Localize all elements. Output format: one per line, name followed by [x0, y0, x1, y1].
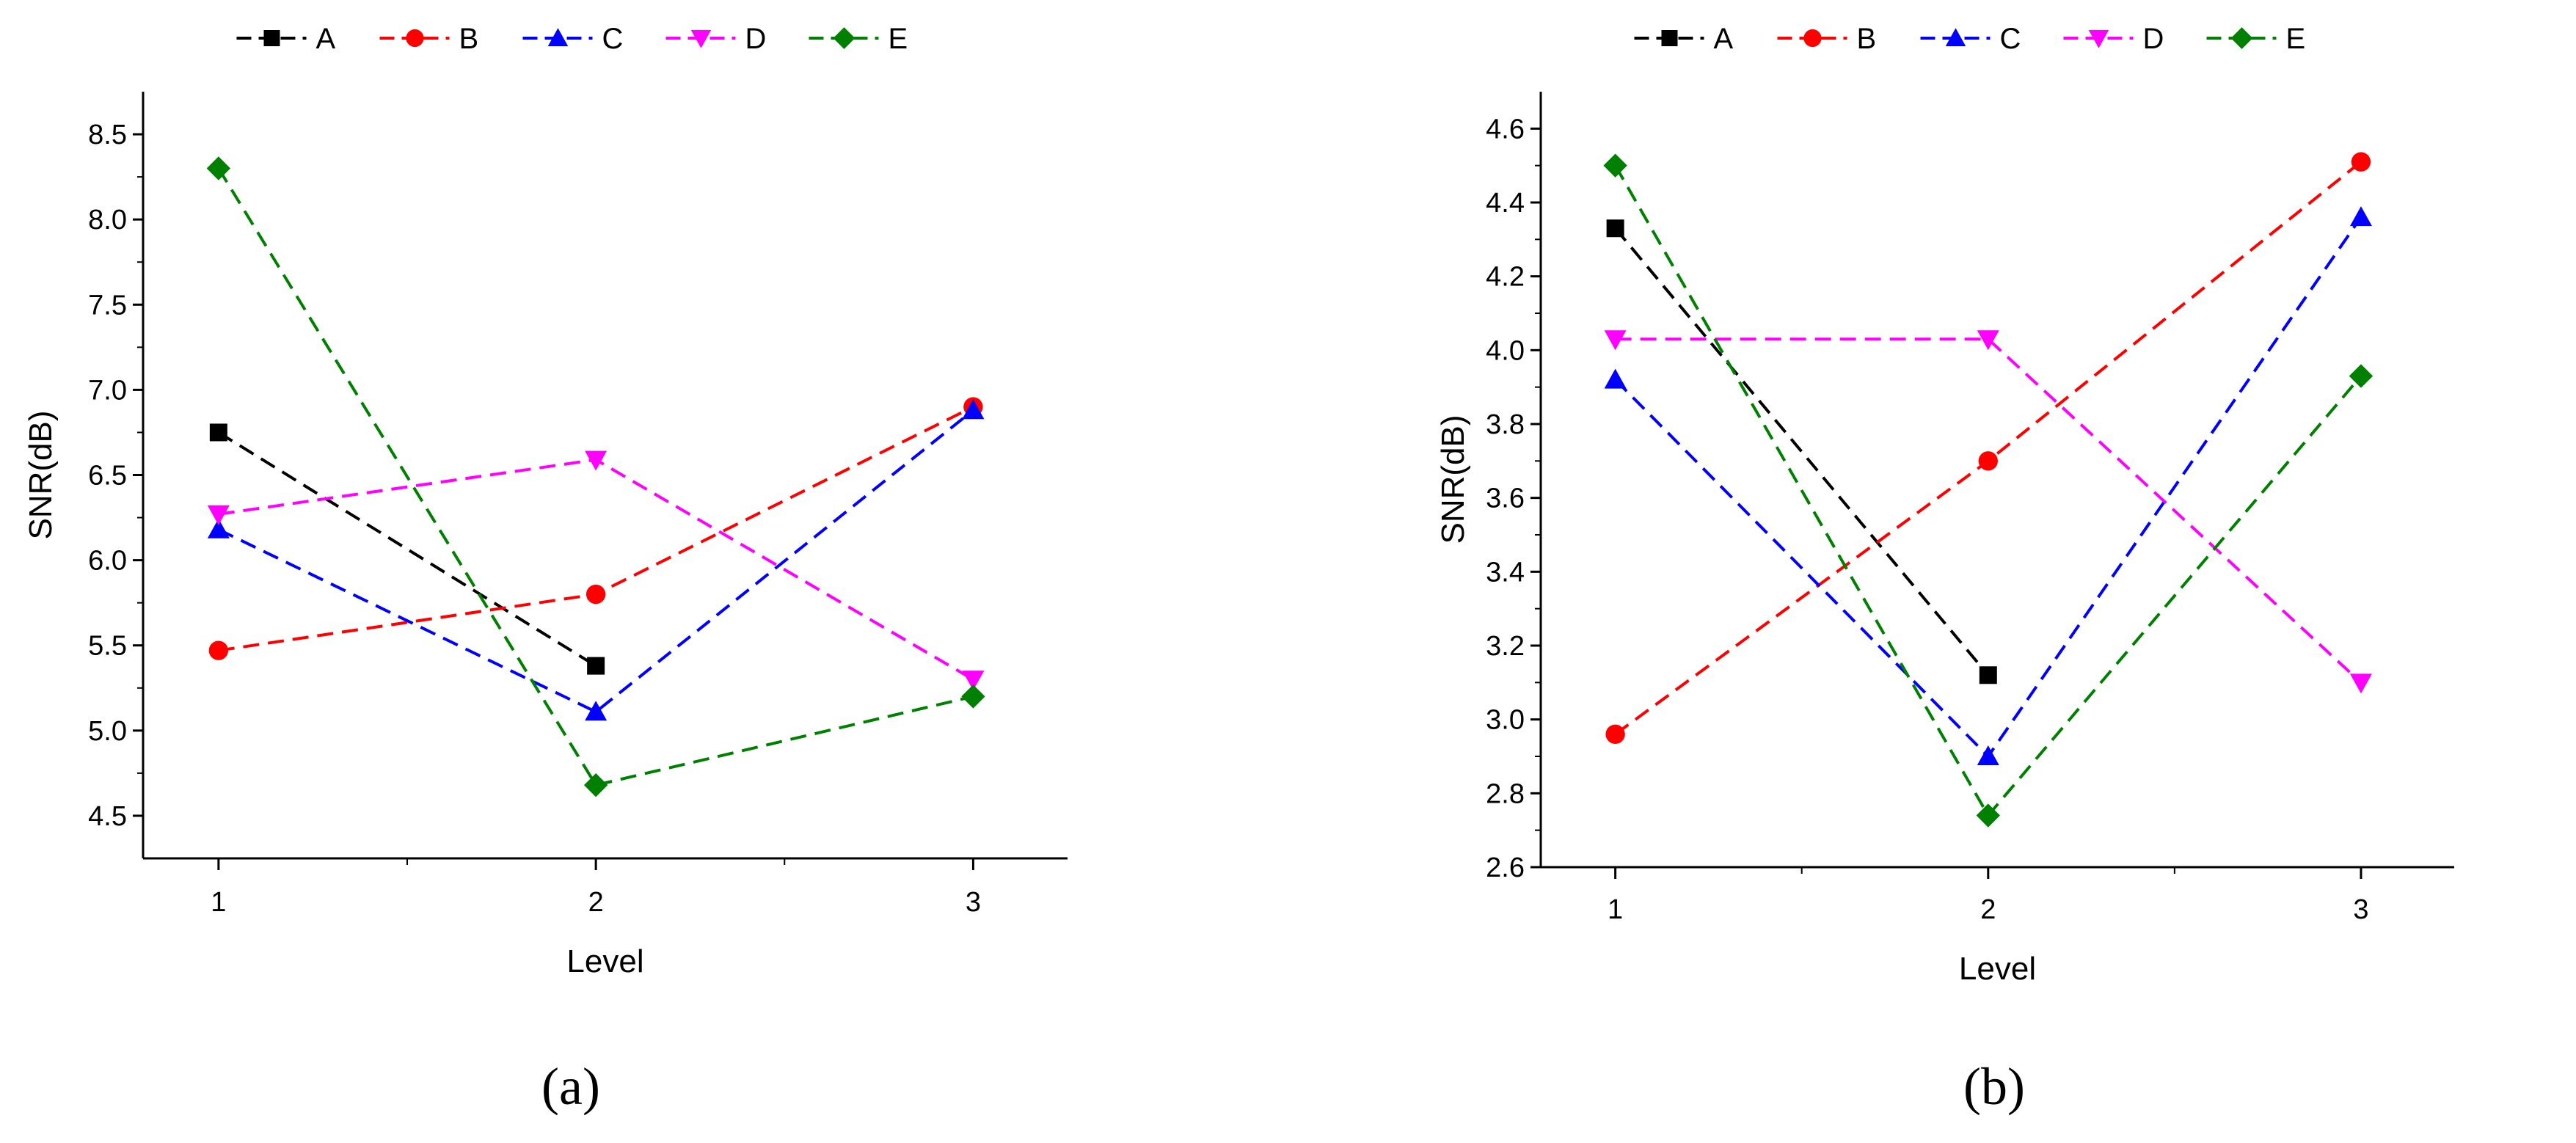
series-c-point [2349, 206, 2372, 227]
series-b-point [208, 640, 229, 660]
series-b-point [585, 584, 606, 605]
series-e-line [217, 167, 974, 787]
y-tick-label: 6.5 [88, 461, 127, 492]
series-d-point [207, 505, 230, 525]
legend-a-marker [1661, 30, 1678, 46]
y-tick-label: 7.0 [88, 375, 127, 406]
x-axis-label: Level [1959, 951, 2036, 987]
panel-b: 2.6 2.8 3.0 3.2 3.4 3.6 3.8 4.0 4.2 4.4 4.6 1 2 3 Leve… [1435, 23, 2454, 987]
series-a-line [1614, 227, 1990, 676]
legend-e-label: E [889, 23, 908, 55]
legend-c-label: C [2000, 23, 2021, 55]
x-tick-label: 2 [1980, 894, 1996, 925]
legend-d-label: D [745, 23, 767, 55]
x-tick-label: 3 [966, 887, 981, 918]
legend-b-label: B [459, 23, 479, 55]
legend-a-label: A [316, 23, 336, 55]
series-b-line [1614, 161, 2362, 736]
legend-e-marker [833, 27, 855, 49]
panel-a: 4.5 5.0 5.5 6.0 6.5 7.0 7.5 8.0 8.5 1 2 3 Level SNR(d… [23, 23, 1068, 979]
legend-b-label: B [1857, 23, 1877, 55]
legend-b-marker [406, 29, 424, 48]
legend-e-marker [2230, 27, 2253, 49]
legend-a-label: A [1714, 23, 1734, 55]
series-b-point [1978, 451, 1998, 471]
x-axis-label: Level [566, 943, 643, 979]
legend-b-marker [1803, 29, 1822, 48]
series-d-point [1977, 330, 1999, 351]
series-b-point [1605, 724, 1625, 744]
legend-c-marker [1945, 28, 1966, 46]
y-tick-label: 7.5 [88, 290, 127, 321]
legend-c-marker [547, 28, 569, 46]
series-d-point [1604, 330, 1627, 351]
series-d-point [962, 671, 985, 691]
y-tick-label: 3.4 [1486, 557, 1525, 588]
y-tick-label: 6.0 [88, 546, 127, 577]
series-d-point [2349, 673, 2372, 694]
series-d-line [218, 458, 974, 681]
series-e-point [206, 156, 231, 180]
series-d-line [1615, 337, 2362, 684]
x-tick-label: 1 [211, 887, 226, 918]
y-tick-label: 3.6 [1486, 483, 1525, 514]
series-e-point [2349, 364, 2374, 388]
x-tick-label: 3 [2353, 894, 2368, 925]
y-axis-label: SNR(dB) [1435, 415, 1471, 544]
series-e-point [1976, 803, 2000, 828]
y-tick-label: 8.5 [88, 120, 127, 150]
series-c-point [1604, 368, 1627, 389]
caption-a: (a) [541, 1057, 600, 1116]
series-a-point [1979, 666, 1997, 684]
series-c-line [217, 409, 974, 714]
y-tick-label: 2.6 [1486, 852, 1525, 883]
series-c-point [1977, 745, 1999, 765]
y-tick-label: 3.8 [1486, 409, 1525, 440]
series-d-point [585, 450, 607, 471]
legend-e-label: E [2286, 23, 2306, 55]
legend-c-label: C [602, 23, 624, 55]
x-tick-label: 2 [588, 887, 604, 918]
series-e-line [1613, 164, 2362, 818]
series-c-point [207, 518, 230, 538]
series-a-point [209, 423, 227, 442]
y-tick-label: 4.4 [1486, 188, 1525, 219]
y-axis-label: SNR(dB) [23, 410, 59, 539]
series-a-point [587, 657, 605, 675]
y-tick-label: 5.0 [88, 716, 127, 747]
series-a-point [1606, 219, 1624, 238]
caption-b: (b) [1963, 1057, 2025, 1116]
series-b-point [2351, 152, 2371, 172]
y-tick-label: 4.0 [1486, 335, 1525, 366]
y-tick-label: 8.0 [88, 205, 127, 235]
y-tick-label: 3.2 [1486, 631, 1525, 662]
series-c-point [962, 399, 985, 420]
series-e-point [961, 684, 985, 709]
legend-d-label: D [2143, 23, 2164, 55]
series-e-point [583, 773, 608, 797]
series-c-point [585, 701, 607, 721]
y-tick-label: 4.5 [88, 801, 127, 832]
x-tick-label: 1 [1608, 894, 1623, 925]
y-tick-label: 3.0 [1486, 705, 1525, 736]
y-tick-label: 4.2 [1486, 262, 1525, 293]
series-a-line [217, 431, 597, 668]
legend-a-marker [263, 30, 280, 46]
y-tick-label: 5.5 [88, 631, 127, 662]
legend-d-marker [690, 30, 712, 48]
y-tick-label: 2.8 [1486, 778, 1525, 809]
y-tick-label: 4.6 [1486, 114, 1525, 145]
series-e-point [1603, 153, 1627, 178]
legend-d-marker [2088, 30, 2109, 48]
